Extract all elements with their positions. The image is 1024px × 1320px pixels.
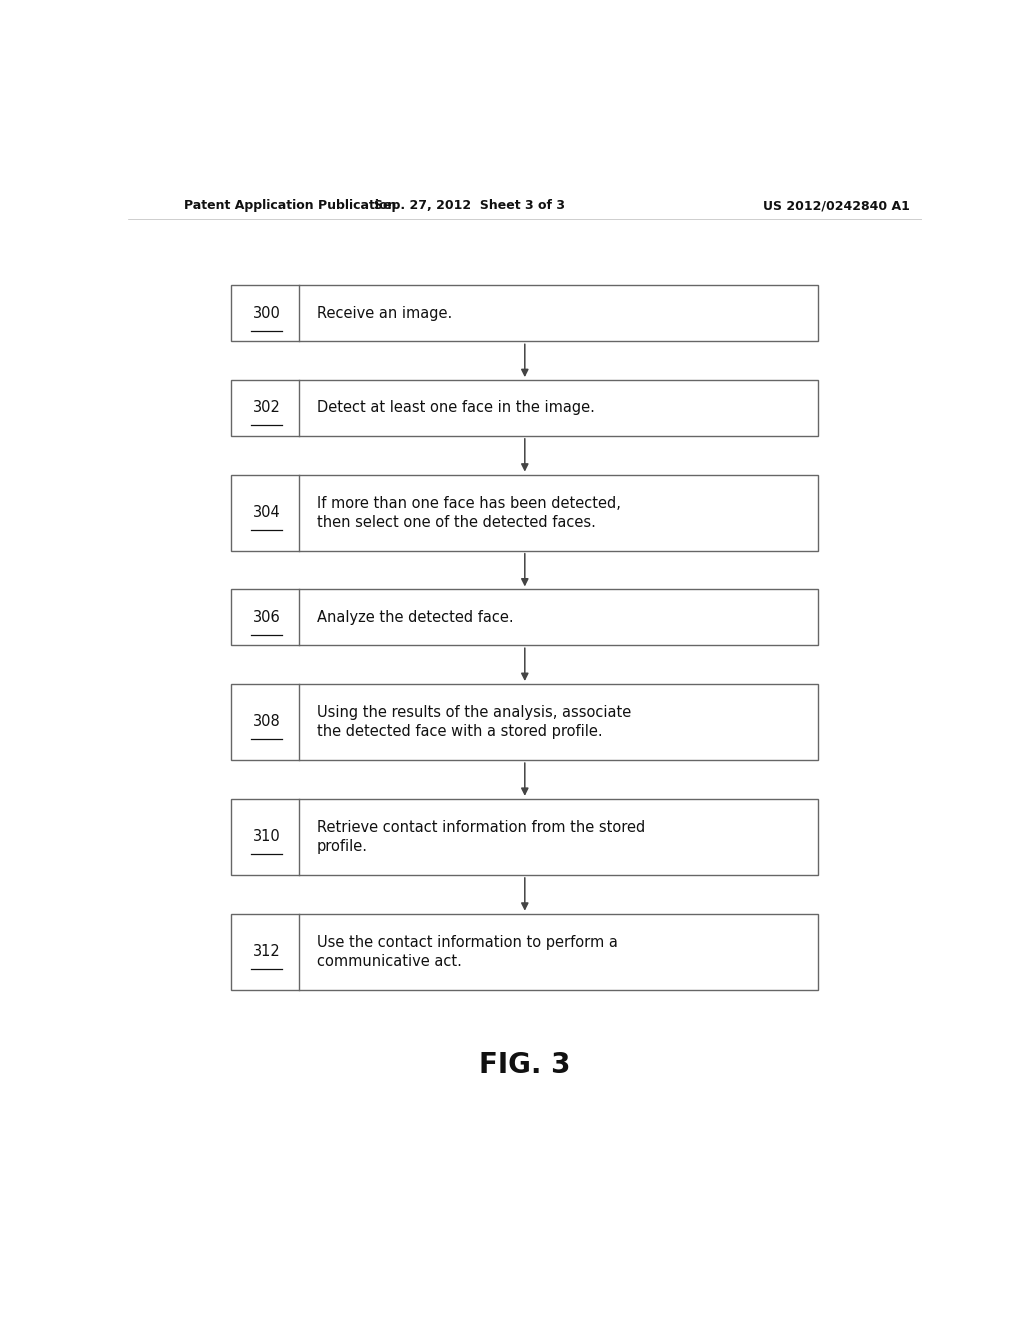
Bar xyxy=(231,799,818,875)
Text: 312: 312 xyxy=(253,944,281,960)
Text: Using the results of the analysis, associate
the detected face with a stored pro: Using the results of the analysis, assoc… xyxy=(316,705,631,739)
Text: 306: 306 xyxy=(253,610,281,624)
Text: If more than one face has been detected,
then select one of the detected faces.: If more than one face has been detected,… xyxy=(316,495,621,529)
Bar xyxy=(231,589,818,645)
Text: 300: 300 xyxy=(253,306,281,321)
Bar xyxy=(231,474,818,550)
Text: Sep. 27, 2012  Sheet 3 of 3: Sep. 27, 2012 Sheet 3 of 3 xyxy=(374,199,565,213)
Text: Analyze the detected face.: Analyze the detected face. xyxy=(316,610,513,624)
Text: Retrieve contact information from the stored
profile.: Retrieve contact information from the st… xyxy=(316,820,645,854)
Text: 308: 308 xyxy=(253,714,281,730)
Bar xyxy=(231,684,818,760)
Text: Patent Application Publication: Patent Application Publication xyxy=(183,199,396,213)
Bar xyxy=(231,285,818,342)
Text: 310: 310 xyxy=(253,829,281,845)
Text: US 2012/0242840 A1: US 2012/0242840 A1 xyxy=(763,199,909,213)
Text: FIG. 3: FIG. 3 xyxy=(479,1051,570,1078)
Bar xyxy=(231,380,818,436)
Text: 302: 302 xyxy=(253,400,281,416)
Bar xyxy=(231,913,818,990)
Text: Detect at least one face in the image.: Detect at least one face in the image. xyxy=(316,400,595,416)
Text: Receive an image.: Receive an image. xyxy=(316,306,453,321)
Text: Use the contact information to perform a
communicative act.: Use the contact information to perform a… xyxy=(316,935,617,969)
Text: 304: 304 xyxy=(253,506,281,520)
